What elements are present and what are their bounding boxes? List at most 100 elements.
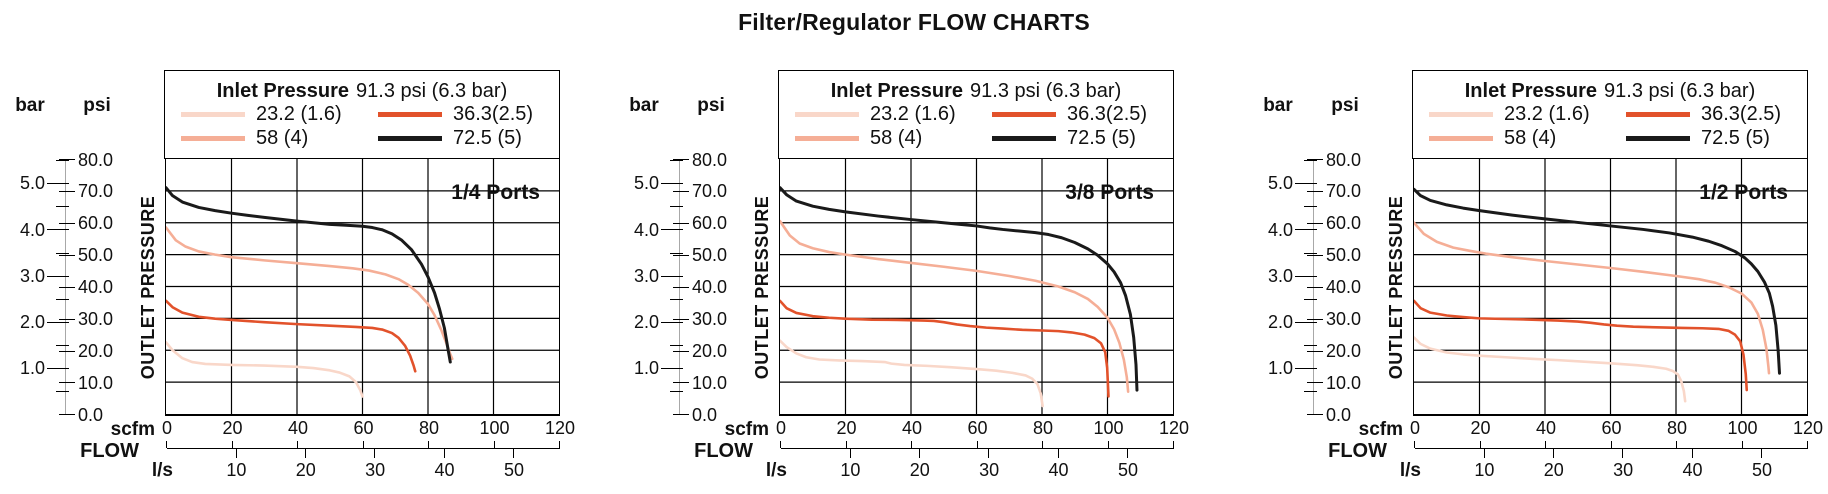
- legend-swatch-23-2-1-6-: [795, 112, 859, 117]
- ls-axis-spine: [781, 447, 1174, 449]
- legend-label: 72.5 (5): [1701, 127, 1770, 149]
- legend-entry: 36.3(2.5): [992, 104, 1147, 125]
- curve-23-2-1-6--psi: [166, 343, 363, 397]
- psi-tick-label: 50.0: [1326, 245, 1362, 266]
- psi-tick-label: 0.0: [1326, 404, 1352, 425]
- ls-tick: [374, 449, 376, 458]
- bar-tick-label: 3.0: [633, 265, 659, 286]
- legend-title-value: 91.3 psi (6.3 bar): [970, 80, 1122, 102]
- psi-tick-label: 0.0: [692, 404, 718, 425]
- scfm-tick-label: 60: [967, 418, 988, 438]
- legend-swatch-58-4-: [181, 136, 245, 141]
- bar-tick: [661, 275, 683, 277]
- bar-tick: [47, 321, 69, 323]
- scfm-tick-label: 120: [544, 418, 576, 438]
- legend-title: Inlet Pressure 91.3 psi (6.3 bar): [165, 71, 559, 102]
- psi-tick-label: 40.0: [692, 277, 728, 297]
- psi-tick-label: 20.0: [1326, 340, 1362, 361]
- psi-tick-label: 40.0: [78, 277, 114, 297]
- scfm-tick: [780, 440, 782, 448]
- psi-tick-label: 0.0: [78, 404, 104, 425]
- bar-minor-tick: [670, 391, 683, 393]
- legend-label: 72.5 (5): [1067, 127, 1136, 149]
- bar-tick: [47, 183, 69, 185]
- curve-36-3-2-5--psi: [1414, 301, 1747, 390]
- bar-tick-label: 1.0: [633, 358, 659, 379]
- legend-label: 36.3(2.5): [1067, 103, 1148, 125]
- curve-72-5-5--psi: [780, 188, 1137, 390]
- legend-label: 72.5 (5): [453, 127, 522, 149]
- ls-tick-label: 50: [1751, 460, 1772, 480]
- ls-tick: [1127, 449, 1129, 458]
- curve-72-5-5--psi: [166, 188, 450, 362]
- ls-tick: [513, 449, 515, 458]
- scfm-tick-label: 80: [1032, 418, 1054, 438]
- curve-23-2-1-6--psi: [1414, 338, 1685, 402]
- legend-swatch-72-5-5-: [378, 136, 442, 141]
- ls-tick: [919, 449, 921, 458]
- scfm-tick: [1807, 440, 1809, 448]
- psi-tick: [1307, 223, 1323, 225]
- psi-tick: [1307, 414, 1323, 416]
- bar-tick: [661, 321, 683, 323]
- scfm-tick-label: 20: [836, 418, 857, 438]
- bar-minor-tick: [1304, 252, 1317, 254]
- scfm-tick: [493, 440, 495, 448]
- legend-entry: 23.2 (1.6): [1429, 104, 1590, 125]
- scfm-tick: [1042, 440, 1044, 448]
- psi-tick-label: 70.0: [692, 181, 728, 202]
- scfm-tick: [297, 440, 299, 448]
- curve-58-4--psi: [166, 228, 452, 359]
- scfm-tick: [1479, 440, 1481, 448]
- bar-minor-tick: [1304, 344, 1317, 346]
- y-axis-title: OUTLET PRESSURE: [1386, 195, 1406, 380]
- bar-minor-tick: [56, 160, 69, 162]
- psi-tick: [59, 223, 75, 225]
- scfm-tick-label: 120: [1792, 418, 1824, 438]
- psi-tick-label: 50.0: [692, 245, 728, 266]
- ls-tick-label: 30: [365, 460, 386, 480]
- psi-tick: [59, 286, 75, 288]
- scfm-tick-label: 40: [1535, 418, 1557, 438]
- bar-minor-tick: [1304, 391, 1317, 393]
- bar-tick-label: 1.0: [1267, 358, 1293, 379]
- ls-tick-label: 50: [1117, 460, 1138, 480]
- plot-svg: [166, 159, 559, 414]
- ls-tick-label: 30: [1613, 460, 1634, 480]
- psi-tick: [59, 254, 75, 256]
- page-title: Filter/Regulator FLOW CHARTS: [738, 9, 1090, 35]
- ls-tick: [849, 449, 851, 458]
- plot-area: [1413, 158, 1809, 417]
- y-axis-title: OUTLET PRESSURE: [138, 195, 158, 380]
- scfm-tick: [1741, 440, 1743, 448]
- bar-tick: [1295, 368, 1317, 370]
- scfm-tick-label: 100: [479, 418, 510, 438]
- psi-tick-label: 60.0: [1326, 213, 1362, 234]
- chart-3-8-ports: Inlet Pressure 91.3 psi (6.3 bar) 23.2 (1.…: [609, 0, 1219, 494]
- scfm-tick-label: 60: [1601, 418, 1622, 438]
- bar-tick: [661, 229, 683, 231]
- legend-label: 23.2 (1.6): [256, 103, 342, 125]
- plot-svg: [1414, 159, 1807, 414]
- scfm-unit-label: scfm: [110, 419, 155, 440]
- bar-unit-label: bar: [1263, 95, 1293, 116]
- legend-entry: 36.3(2.5): [1626, 104, 1781, 125]
- curve-72-5-5--psi: [1414, 190, 1779, 374]
- curve-36-3-2-5--psi: [780, 301, 1108, 397]
- scfm-tick-label: 0: [775, 418, 786, 438]
- ls-tick: [235, 449, 237, 458]
- bar-tick-label: 2.0: [633, 312, 659, 333]
- bar-tick-label: 3.0: [1267, 265, 1293, 286]
- psi-tick: [673, 318, 689, 320]
- bar-minor-tick: [56, 206, 69, 208]
- plot-area: [165, 158, 561, 417]
- port-label: 1/4 Ports: [451, 181, 540, 204]
- scfm-tick: [976, 440, 978, 448]
- ls-tick-label: 20: [1543, 460, 1564, 480]
- psi-tick: [59, 191, 75, 193]
- legend-entry: 58 (4): [181, 128, 308, 149]
- psi-tick: [673, 254, 689, 256]
- scfm-tick-label: 40: [287, 418, 309, 438]
- bar-minor-tick: [670, 298, 683, 300]
- legend-swatch-58-4-: [795, 136, 859, 141]
